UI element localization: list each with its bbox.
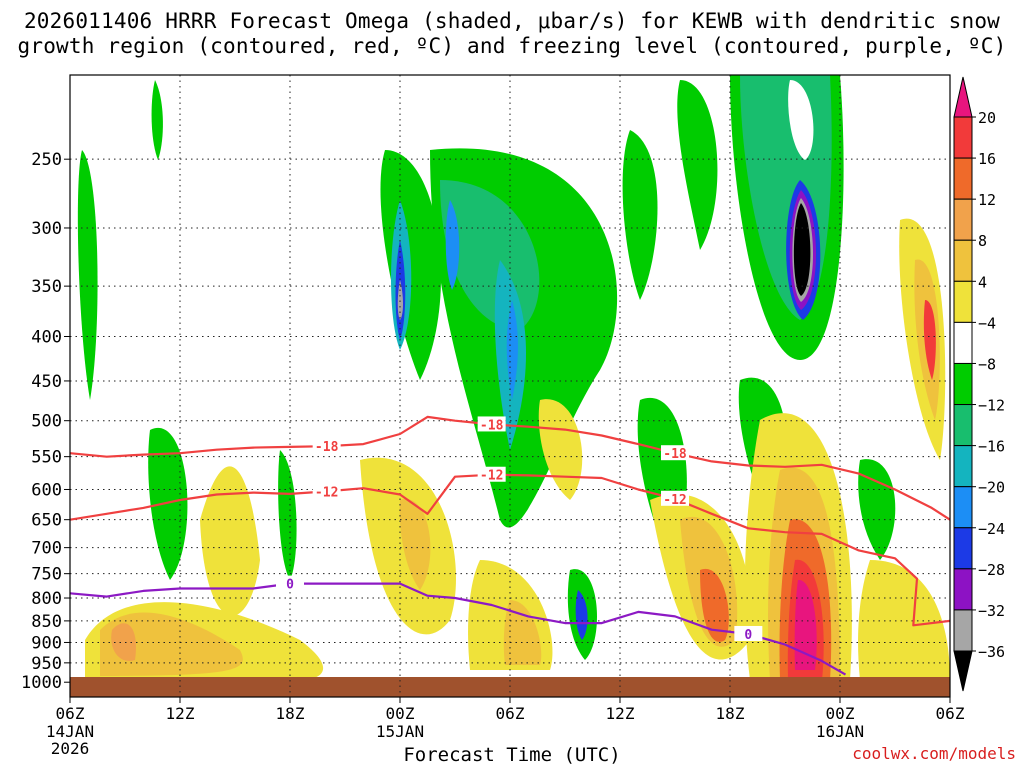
- colorbar-swatch: [953, 404, 973, 447]
- isotherm-contours: -18 -18 -18 -12 -12 -12 0 0: [70, 415, 950, 676]
- contour-label-bg: [477, 416, 506, 432]
- contour-label: -18: [663, 447, 687, 462]
- colorbar-label: 20: [978, 109, 996, 127]
- colorbar-label: 4: [978, 273, 987, 291]
- x-axis-label: Forecast Time (UTC): [403, 744, 621, 766]
- colorbar-swatch: [953, 239, 973, 282]
- y-tick-label: 400: [31, 328, 62, 348]
- colorbar-swatch: [953, 76, 973, 118]
- colorbar-label: −12: [978, 397, 1005, 415]
- x-tick-label: 06Z: [936, 704, 965, 723]
- colorbar-label: 8: [978, 232, 987, 250]
- x-date-label: 16JAN: [816, 722, 864, 741]
- colorbar-label: −4: [978, 314, 996, 332]
- ascent-shading: [77, 75, 896, 660]
- x-date-label: 2026: [51, 739, 90, 758]
- colorbar-label: −16: [978, 438, 1005, 456]
- colorbar-swatch: [953, 568, 973, 611]
- x-tick-label: 12Z: [166, 704, 195, 723]
- descent-shading: [85, 218, 950, 680]
- contour-label-bg: [477, 466, 506, 482]
- y-tick-label: 500: [31, 412, 62, 432]
- omega-shading: [70, 75, 950, 697]
- y-axis: 2503003504004505005506006507007508008509…: [21, 150, 70, 693]
- x-tick-label: 18Z: [716, 704, 745, 723]
- contour-label: 0: [744, 628, 752, 643]
- x-date-label: 14JAN: [46, 722, 94, 741]
- x-tick-label: 06Z: [56, 704, 85, 723]
- contour-label: -12: [315, 485, 338, 500]
- y-tick-label: 350: [31, 277, 62, 297]
- x-tick-label: 18Z: [276, 704, 305, 723]
- x-tick-label: 06Z: [496, 704, 525, 723]
- colorbar: 20 16 12 8 4 −4 −8 −12 −16 −20 −24 −28 −32 −36: [953, 76, 1005, 692]
- colorbar-swatch: [953, 157, 973, 200]
- y-tick-label: 850: [31, 612, 62, 632]
- colorbar-label: 16: [978, 150, 996, 168]
- x-tick-label: 00Z: [826, 704, 855, 723]
- colorbar-label: −36: [978, 643, 1005, 661]
- contour-label-bg: [734, 625, 763, 641]
- x-tick-label: 12Z: [606, 704, 635, 723]
- x-date-label: 15JAN: [376, 722, 424, 741]
- contour-label: -18: [480, 418, 504, 433]
- colorbar-label: −28: [978, 561, 1005, 579]
- y-tick-label: 550: [31, 448, 62, 468]
- y-tick-label: 250: [31, 150, 62, 170]
- credit-link[interactable]: coolwx.com/models: [852, 744, 1016, 763]
- colorbar-label: −20: [978, 479, 1005, 497]
- colorbar-swatch: [953, 609, 973, 652]
- contour-line: [70, 415, 950, 521]
- contour-line: [70, 473, 950, 627]
- colorbar-swatch: [953, 116, 973, 159]
- contour-line: [70, 582, 847, 676]
- colorbar-label: −24: [978, 520, 1005, 538]
- contour-label-bg: [312, 438, 341, 454]
- colorbar-swatch: [953, 445, 973, 488]
- colorbar-swatch: [953, 321, 973, 364]
- contour-label-bg: [661, 445, 689, 461]
- y-tick-label: 800: [31, 589, 62, 609]
- y-tick-label: 450: [31, 372, 62, 392]
- contour-label: -18: [315, 440, 339, 455]
- y-tick-label: 600: [31, 480, 62, 500]
- contour-label-bg: [661, 490, 689, 506]
- colorbar-label: 12: [978, 191, 996, 209]
- contour-label-bg: [312, 483, 341, 499]
- y-tick-label: 750: [31, 565, 62, 585]
- contour-label: -12: [663, 493, 686, 508]
- colorbar-label: −8: [978, 355, 996, 373]
- y-tick-label: 950: [31, 654, 62, 674]
- y-tick-label: 900: [31, 633, 62, 653]
- y-tick-label: 650: [31, 511, 62, 531]
- x-tick-label: 00Z: [386, 704, 415, 723]
- colorbar-swatch: [953, 198, 973, 241]
- colorbar-swatch: [953, 280, 973, 323]
- colorbar-swatch: [953, 362, 973, 406]
- colorbar-swatch: [953, 486, 973, 529]
- contour-label-bg: [276, 575, 304, 591]
- y-tick-label: 300: [31, 219, 62, 239]
- contour-label: -12: [480, 469, 503, 484]
- colorbar-swatch: [953, 650, 973, 692]
- colorbar-swatch: [953, 527, 973, 570]
- y-tick-label: 700: [31, 539, 62, 559]
- y-tick-label: 1000: [21, 673, 62, 693]
- chart-title-line-2: growth region (contoured, red, ºC) and f…: [17, 34, 1007, 58]
- contour-label: 0: [286, 578, 294, 593]
- grid: [70, 75, 950, 697]
- chart-title-line-1: 2026011406 HRRR Forecast Omega (shaded, …: [23, 9, 1001, 33]
- colorbar-label: −32: [978, 602, 1005, 620]
